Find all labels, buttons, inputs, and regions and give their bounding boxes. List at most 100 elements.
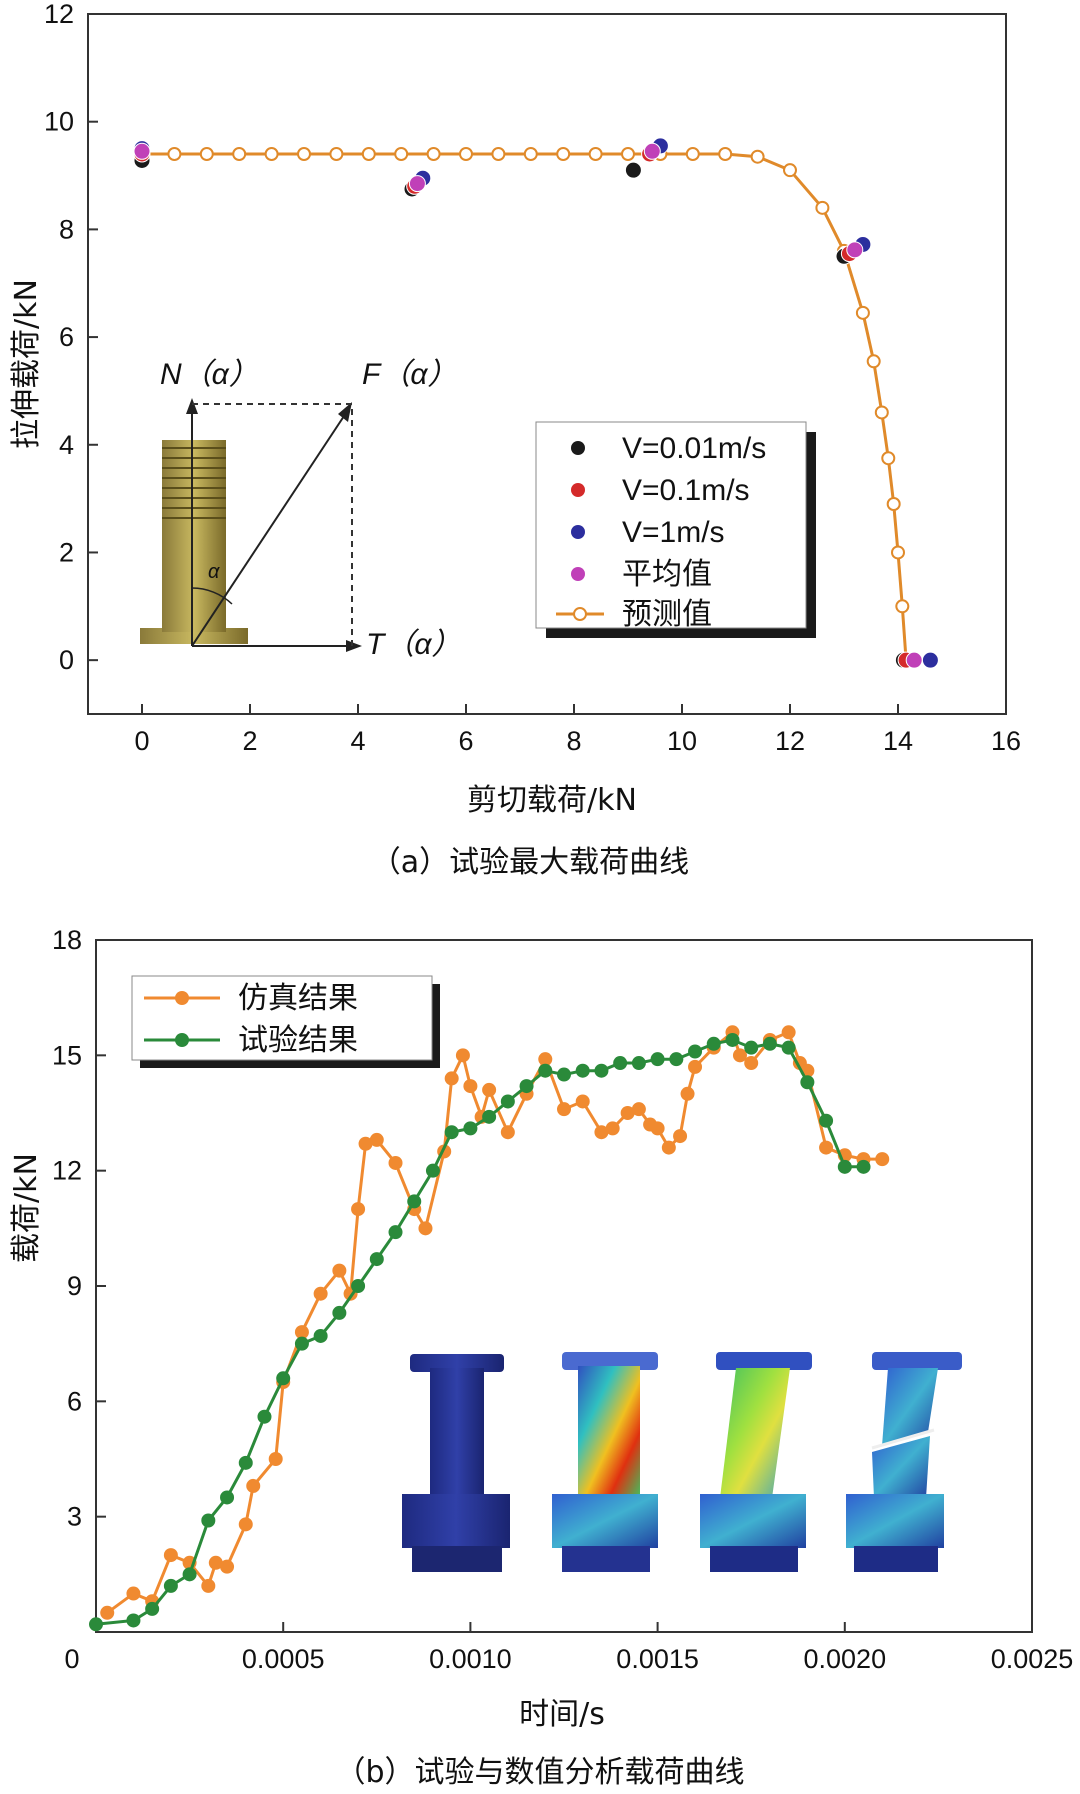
legend-marker-sim bbox=[175, 991, 189, 1005]
chart-a-xlabel: 剪切载荷/kN bbox=[467, 783, 637, 818]
pred-point bbox=[199, 147, 214, 161]
chart-b-point bbox=[294, 1325, 309, 1340]
chart-a-series bbox=[133, 137, 939, 669]
chart-b-ytick-label: 9 bbox=[67, 1271, 82, 1301]
chart-b-point bbox=[268, 1452, 283, 1466]
chart-b-point bbox=[819, 1140, 834, 1155]
chart-b-point bbox=[732, 1048, 747, 1063]
chart-b-point bbox=[444, 1071, 459, 1086]
chart-b-point bbox=[257, 1409, 272, 1424]
chart-b-xtick-label: 0.0025 bbox=[991, 1644, 1074, 1674]
legend-label-test: 试验结果 bbox=[238, 1023, 358, 1058]
chart-b-point bbox=[706, 1036, 721, 1051]
legend-label-pred: 预测值 bbox=[622, 597, 712, 632]
chart-a-frame bbox=[87, 13, 1007, 715]
chart-b-point bbox=[444, 1125, 459, 1140]
chart-b-point bbox=[220, 1559, 235, 1574]
chart-b-point bbox=[201, 1578, 216, 1593]
chart-b-point bbox=[332, 1305, 347, 1320]
chart-a: 0 2 4 6 8 10 12 14 16 0 2 4 6 8 10 12 剪切载荷/kN 拉伸载荷/kN （… bbox=[9, 0, 1021, 880]
scatter-point bbox=[624, 161, 642, 179]
chart-a-legend: V=0.01m/s V=0.1m/s V=1m/s 平均值 预测值 bbox=[535, 421, 816, 638]
pred-point bbox=[491, 147, 506, 161]
bolt-body bbox=[162, 522, 226, 632]
chart-b-point bbox=[650, 1121, 665, 1136]
pred-point bbox=[881, 451, 896, 466]
legend-label-avg: 平均值 bbox=[622, 557, 712, 592]
chart-a-caption: （a）试验最大载荷曲线 bbox=[371, 845, 689, 880]
chart-b-point bbox=[500, 1094, 515, 1109]
fea-model-3 bbox=[700, 1352, 812, 1572]
pred-point bbox=[718, 147, 733, 161]
chart-a-ytick-label: 6 bbox=[59, 322, 74, 352]
chart-b-point bbox=[819, 1113, 834, 1128]
chart-b-point bbox=[238, 1455, 253, 1470]
chart-b: 0 0.0005 0.0010 0.0015 0.0020 0.0025 3 6 9 12 15 18… bbox=[9, 925, 1073, 1790]
legend-label-v1: V=1m/s bbox=[622, 516, 725, 549]
chart-b-point bbox=[744, 1040, 759, 1055]
pred-point bbox=[167, 147, 182, 161]
chart-b-ytick-label: 15 bbox=[52, 1040, 82, 1070]
fea-model-images bbox=[402, 1352, 962, 1572]
chart-b-point bbox=[388, 1155, 403, 1170]
parallelogram-dashed bbox=[192, 403, 353, 646]
chart-b-point bbox=[163, 1578, 178, 1593]
chart-b-point bbox=[605, 1121, 620, 1136]
legend-marker-pred bbox=[573, 607, 587, 621]
chart-b-point bbox=[220, 1490, 235, 1505]
n-label: N（α） bbox=[160, 358, 259, 391]
chart-b-ytick-label: 12 bbox=[52, 1156, 82, 1186]
fea-model-2 bbox=[552, 1352, 658, 1572]
chart-b-point bbox=[89, 1617, 103, 1632]
t-label: T（α） bbox=[366, 628, 461, 661]
chart-b-point bbox=[631, 1056, 646, 1071]
bolt-thread bbox=[162, 440, 226, 524]
chart-b-point bbox=[351, 1279, 366, 1293]
chart-b-point bbox=[369, 1252, 384, 1267]
pred-point bbox=[783, 163, 797, 178]
alpha-arc bbox=[191, 587, 233, 605]
chart-b-point bbox=[482, 1082, 497, 1097]
chart-b-point bbox=[246, 1478, 261, 1493]
chart-a-xtick-label: 4 bbox=[350, 726, 365, 756]
chart-b-point bbox=[500, 1125, 515, 1140]
pred-point bbox=[394, 147, 409, 161]
chart-b-point bbox=[201, 1513, 216, 1528]
chart-b-point bbox=[313, 1328, 328, 1343]
chart-b-point bbox=[680, 1086, 695, 1101]
chart-b-xtick-label: 0 bbox=[64, 1644, 79, 1674]
pred-point bbox=[361, 147, 376, 161]
pred-point bbox=[750, 149, 765, 164]
pred-point bbox=[874, 405, 889, 420]
chart-a-xtick-label: 10 bbox=[667, 726, 697, 756]
chart-b-xtick-label: 0.0010 bbox=[429, 1644, 512, 1674]
chart-b-ytick-label: 18 bbox=[52, 925, 82, 955]
chart-b-point bbox=[557, 1067, 571, 1082]
legend-marker-v1 bbox=[571, 525, 585, 539]
chart-b-point bbox=[276, 1371, 291, 1386]
chart-b-point bbox=[673, 1129, 688, 1144]
chart-b-point bbox=[369, 1132, 384, 1147]
chart-b-xtick-label: 0.0020 bbox=[804, 1644, 887, 1674]
chart-b-point bbox=[631, 1102, 646, 1117]
chart-b-point bbox=[661, 1140, 676, 1155]
chart-b-point bbox=[688, 1044, 703, 1059]
chart-b-point bbox=[126, 1586, 141, 1601]
alpha-label: α bbox=[208, 561, 220, 583]
chart-b-point bbox=[781, 1040, 796, 1055]
chart-a-ticks: 0 2 4 6 8 10 12 14 16 0 2 4 6 8 10 12 bbox=[44, 0, 1021, 756]
chart-b-point bbox=[856, 1159, 871, 1174]
chart-b-point bbox=[669, 1052, 684, 1067]
pred-point bbox=[866, 354, 881, 369]
chart-b-point bbox=[358, 1136, 373, 1151]
chart-b-xtick-label: 0.0015 bbox=[616, 1644, 699, 1674]
chart-b-point bbox=[418, 1221, 433, 1236]
pred-point bbox=[297, 147, 311, 161]
chart-b-point bbox=[594, 1125, 609, 1140]
pred-point bbox=[891, 545, 905, 560]
chart-b-point bbox=[538, 1052, 553, 1067]
chart-a-xtick-label: 14 bbox=[883, 726, 913, 756]
pred-point bbox=[588, 147, 603, 161]
chart-b-point bbox=[100, 1605, 115, 1620]
